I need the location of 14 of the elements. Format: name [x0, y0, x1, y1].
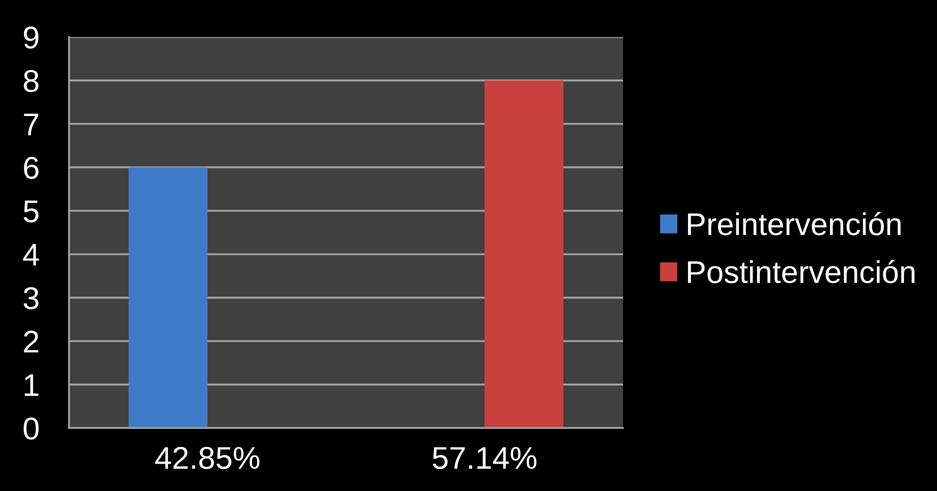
y-tick-label: 4	[23, 244, 39, 266]
x-tick-label: 57.14%	[432, 447, 536, 470]
legend-label: Preintervención	[688, 212, 901, 236]
y-tick-label: 6	[24, 156, 38, 179]
x-tick-label: 42.85%	[155, 446, 260, 470]
y-tick-label: 5	[24, 200, 39, 222]
y-tick-label: 3	[24, 287, 38, 310]
y-tick-label: 8	[24, 70, 38, 92]
y-tick-label: 2	[24, 330, 38, 352]
y-tick-label: 0	[24, 418, 39, 440]
y-tick-label: 7	[24, 114, 38, 136]
legend-label: Postintervención	[688, 260, 914, 284]
y-tick-label: 1	[24, 374, 38, 396]
y-tick-label: 9	[24, 26, 38, 49]
